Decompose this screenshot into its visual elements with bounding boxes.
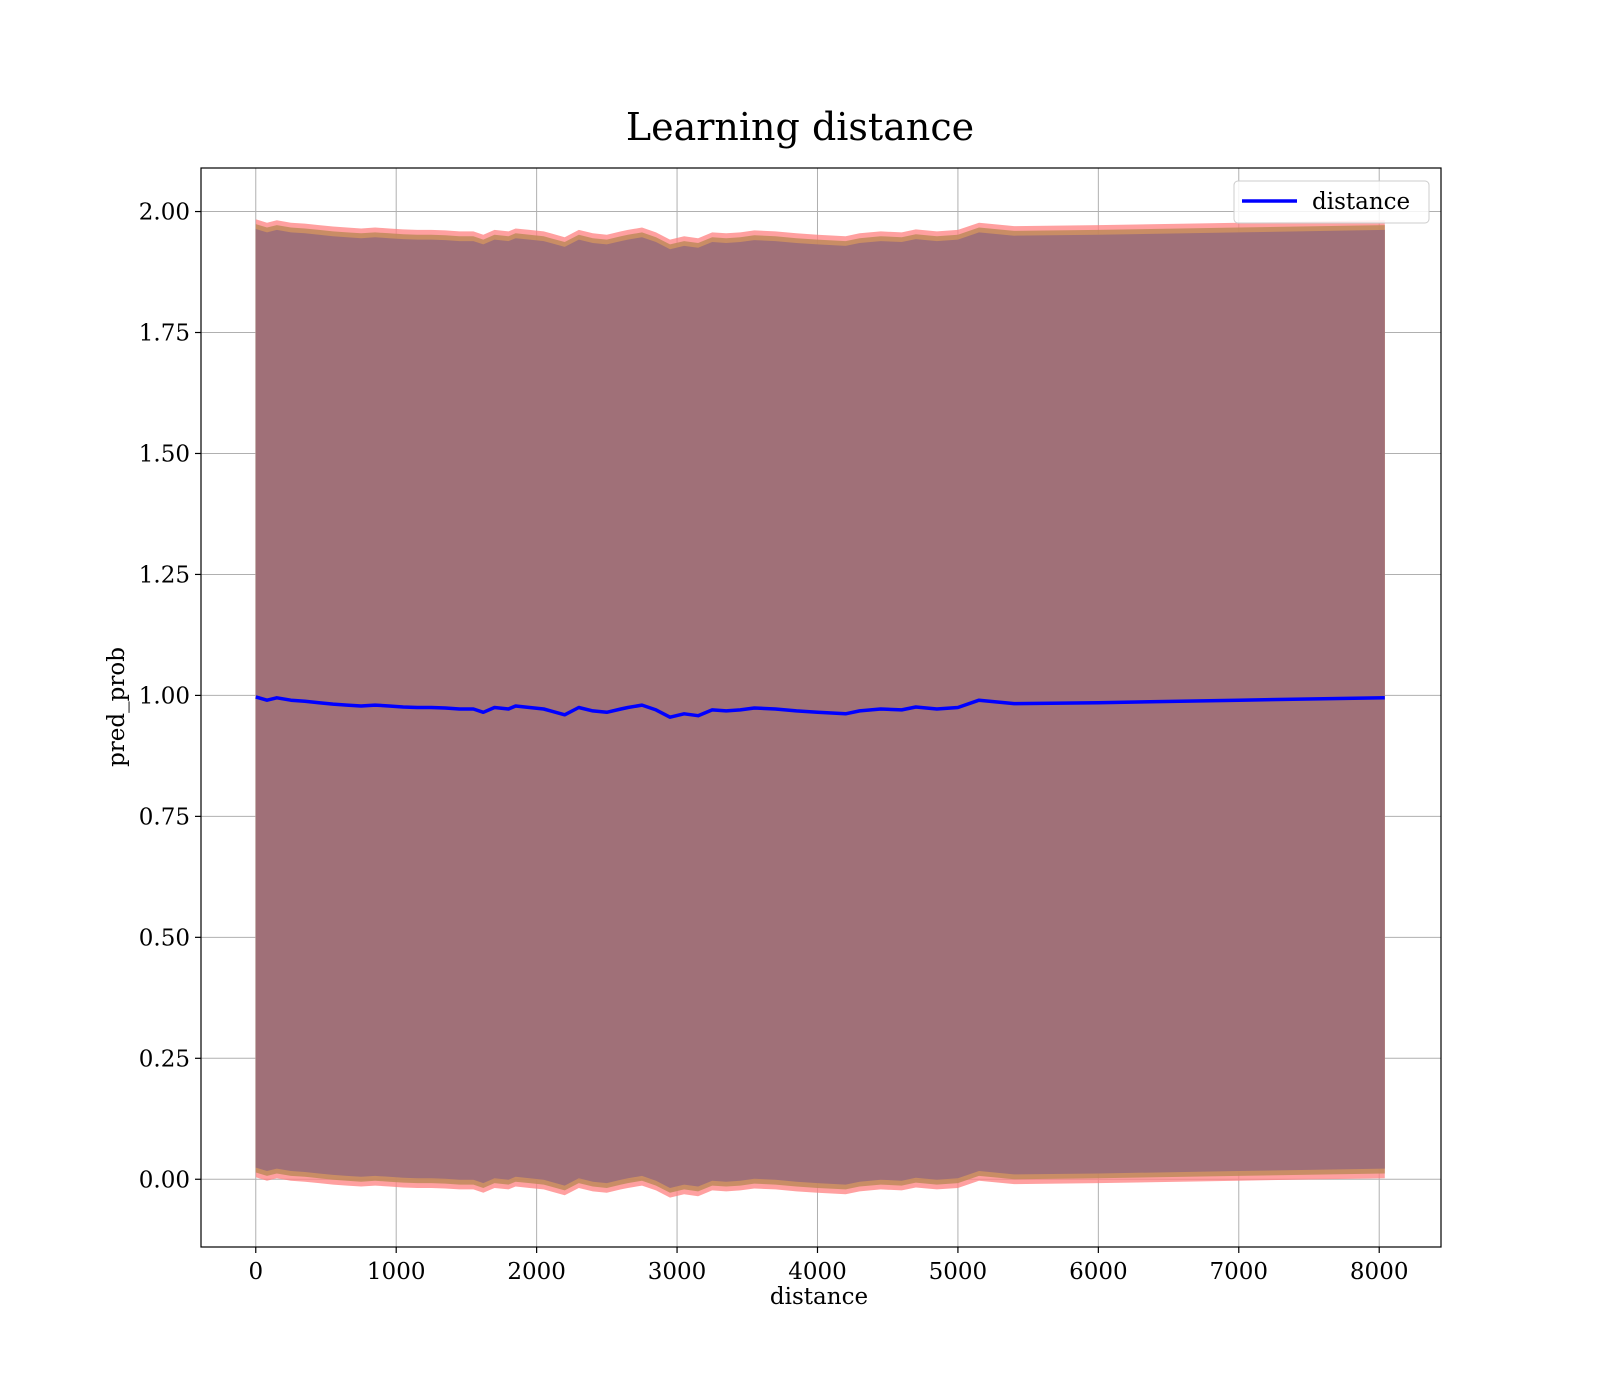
y-tick-label: 0.25	[139, 1046, 190, 1072]
y-tick-label: 2.00	[139, 200, 190, 226]
x-tick-label: 7000	[1210, 1259, 1269, 1285]
y-tick-label: 1.00	[139, 683, 190, 709]
chart-title: Learning distance	[626, 105, 974, 149]
x-tick-label: 0	[248, 1259, 263, 1285]
legend-label-distance: distance	[1312, 189, 1410, 215]
y-tick-label: 0.75	[139, 804, 190, 830]
y-tick-label: 1.50	[139, 441, 190, 467]
x-tick-label: 4000	[788, 1259, 847, 1285]
plot-area: 0 1000 2000 3000 4000 5000 6000 7000 8000 0.00 0.2…	[139, 167, 1442, 1285]
x-tick-label: 3000	[648, 1259, 707, 1285]
y-tick-label: 0.50	[139, 925, 190, 951]
x-tick-label: 8000	[1350, 1259, 1409, 1285]
x-tick-label: 5000	[929, 1259, 988, 1285]
x-tick-label: 2000	[507, 1259, 566, 1285]
legend-box	[1233, 180, 1430, 224]
x-tick-label: 1000	[367, 1259, 426, 1285]
x-axis-label: distance	[770, 1284, 868, 1310]
series-line-distance	[255, 695, 1385, 719]
plot-frame	[200, 167, 1442, 1248]
y-tick-label: 1.25	[139, 562, 190, 588]
confidence-band-1	[255, 229, 1385, 1188]
legend: distance	[1233, 180, 1430, 224]
y-tick-label: 1.75	[139, 321, 190, 347]
x-tick-label: 6000	[1069, 1259, 1128, 1285]
y-tick-label: 0.00	[139, 1167, 190, 1193]
y-axis-label: pred_prob	[104, 647, 130, 767]
